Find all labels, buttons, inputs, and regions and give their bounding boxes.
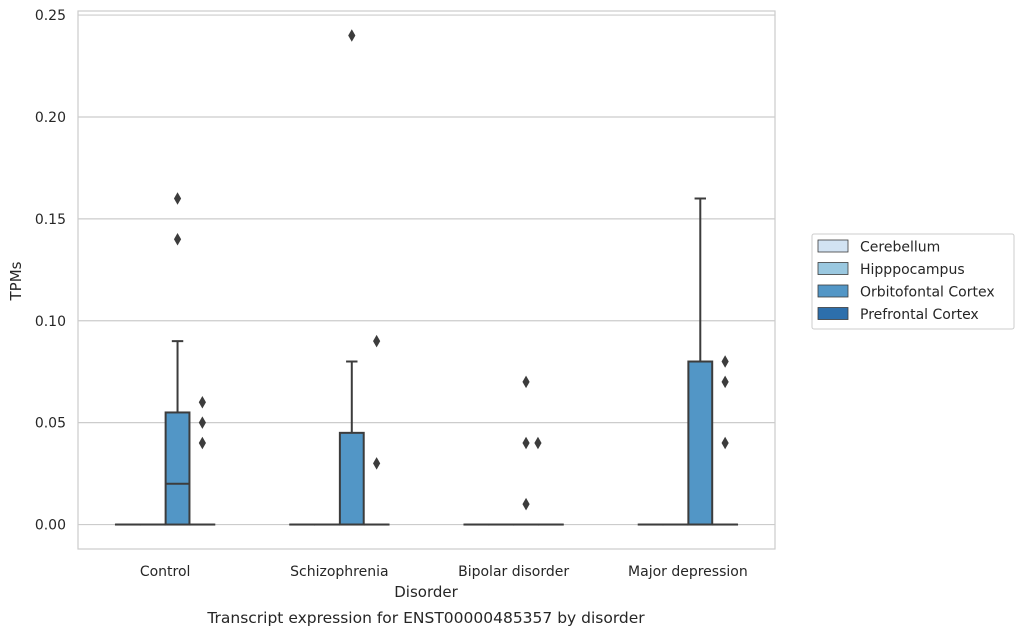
legend-swatch (817, 307, 849, 320)
x-tick-label: Major depression (628, 564, 748, 580)
outlier-point (522, 436, 530, 450)
outlier-point (721, 375, 729, 389)
outlier-point (173, 232, 182, 246)
legend-frame (811, 233, 1015, 330)
x-axis-ticks: Control Schizophrenia Bipolar disorder Majo… (140, 564, 748, 580)
outlier-point (522, 375, 530, 389)
outlier-point (198, 436, 206, 450)
y-tick-label: 0.25 (35, 8, 66, 24)
x-tick-label: Schizophrenia (290, 564, 388, 580)
box-orbitofontal-cortex (164, 192, 206, 526)
outlier-point (198, 416, 206, 429)
outlier-point (373, 457, 381, 470)
x-tick-label: Control (140, 564, 191, 580)
outlier-point (198, 396, 206, 409)
outlier-point (522, 497, 530, 511)
legend-label: Prefrontal Cortex (860, 307, 979, 323)
y-tick-label: 0.10 (35, 314, 66, 330)
box-groups (114, 29, 739, 526)
box-orbitofontal-cortex (687, 197, 729, 526)
y-tick-label: 0.20 (35, 110, 66, 126)
y-tick-label: 0.05 (35, 416, 66, 432)
y-axis-ticks: 0.00 0.05 0.10 0.15 0.20 0.25 (35, 8, 66, 533)
box-body (338, 431, 365, 526)
outlier-point (348, 29, 356, 42)
box-body (687, 360, 714, 526)
box-orbitofontal-cortex (338, 29, 381, 526)
y-tick-label: 0.15 (35, 212, 66, 228)
box-body (164, 411, 191, 526)
y-axis-title: TPMs (7, 261, 25, 301)
y-tick-label: 0.00 (35, 518, 66, 534)
legend-swatch (817, 239, 849, 253)
chart-caption: Transcript expression for ENST0000048535… (206, 609, 645, 627)
outlier-point (721, 355, 729, 368)
outlier-point (173, 192, 182, 205)
plot-frame (77, 10, 776, 550)
legend-label: Orbitofontal Cortex (860, 285, 995, 301)
x-axis-title: Disorder (394, 583, 458, 601)
legend-swatch (817, 284, 849, 298)
legend: Cerebellum Hipppocampus Orbitofontal Corte… (811, 233, 1015, 330)
legend-label: Cerebellum (860, 240, 940, 256)
legend-label: Hipppocampus (860, 262, 965, 278)
box-orbitofontal-cortex (513, 375, 542, 526)
outlier-point (373, 334, 381, 348)
outlier-point (721, 436, 729, 450)
legend-swatch (817, 262, 849, 275)
outlier-point (534, 436, 542, 450)
x-tick-label: Bipolar disorder (458, 564, 569, 580)
